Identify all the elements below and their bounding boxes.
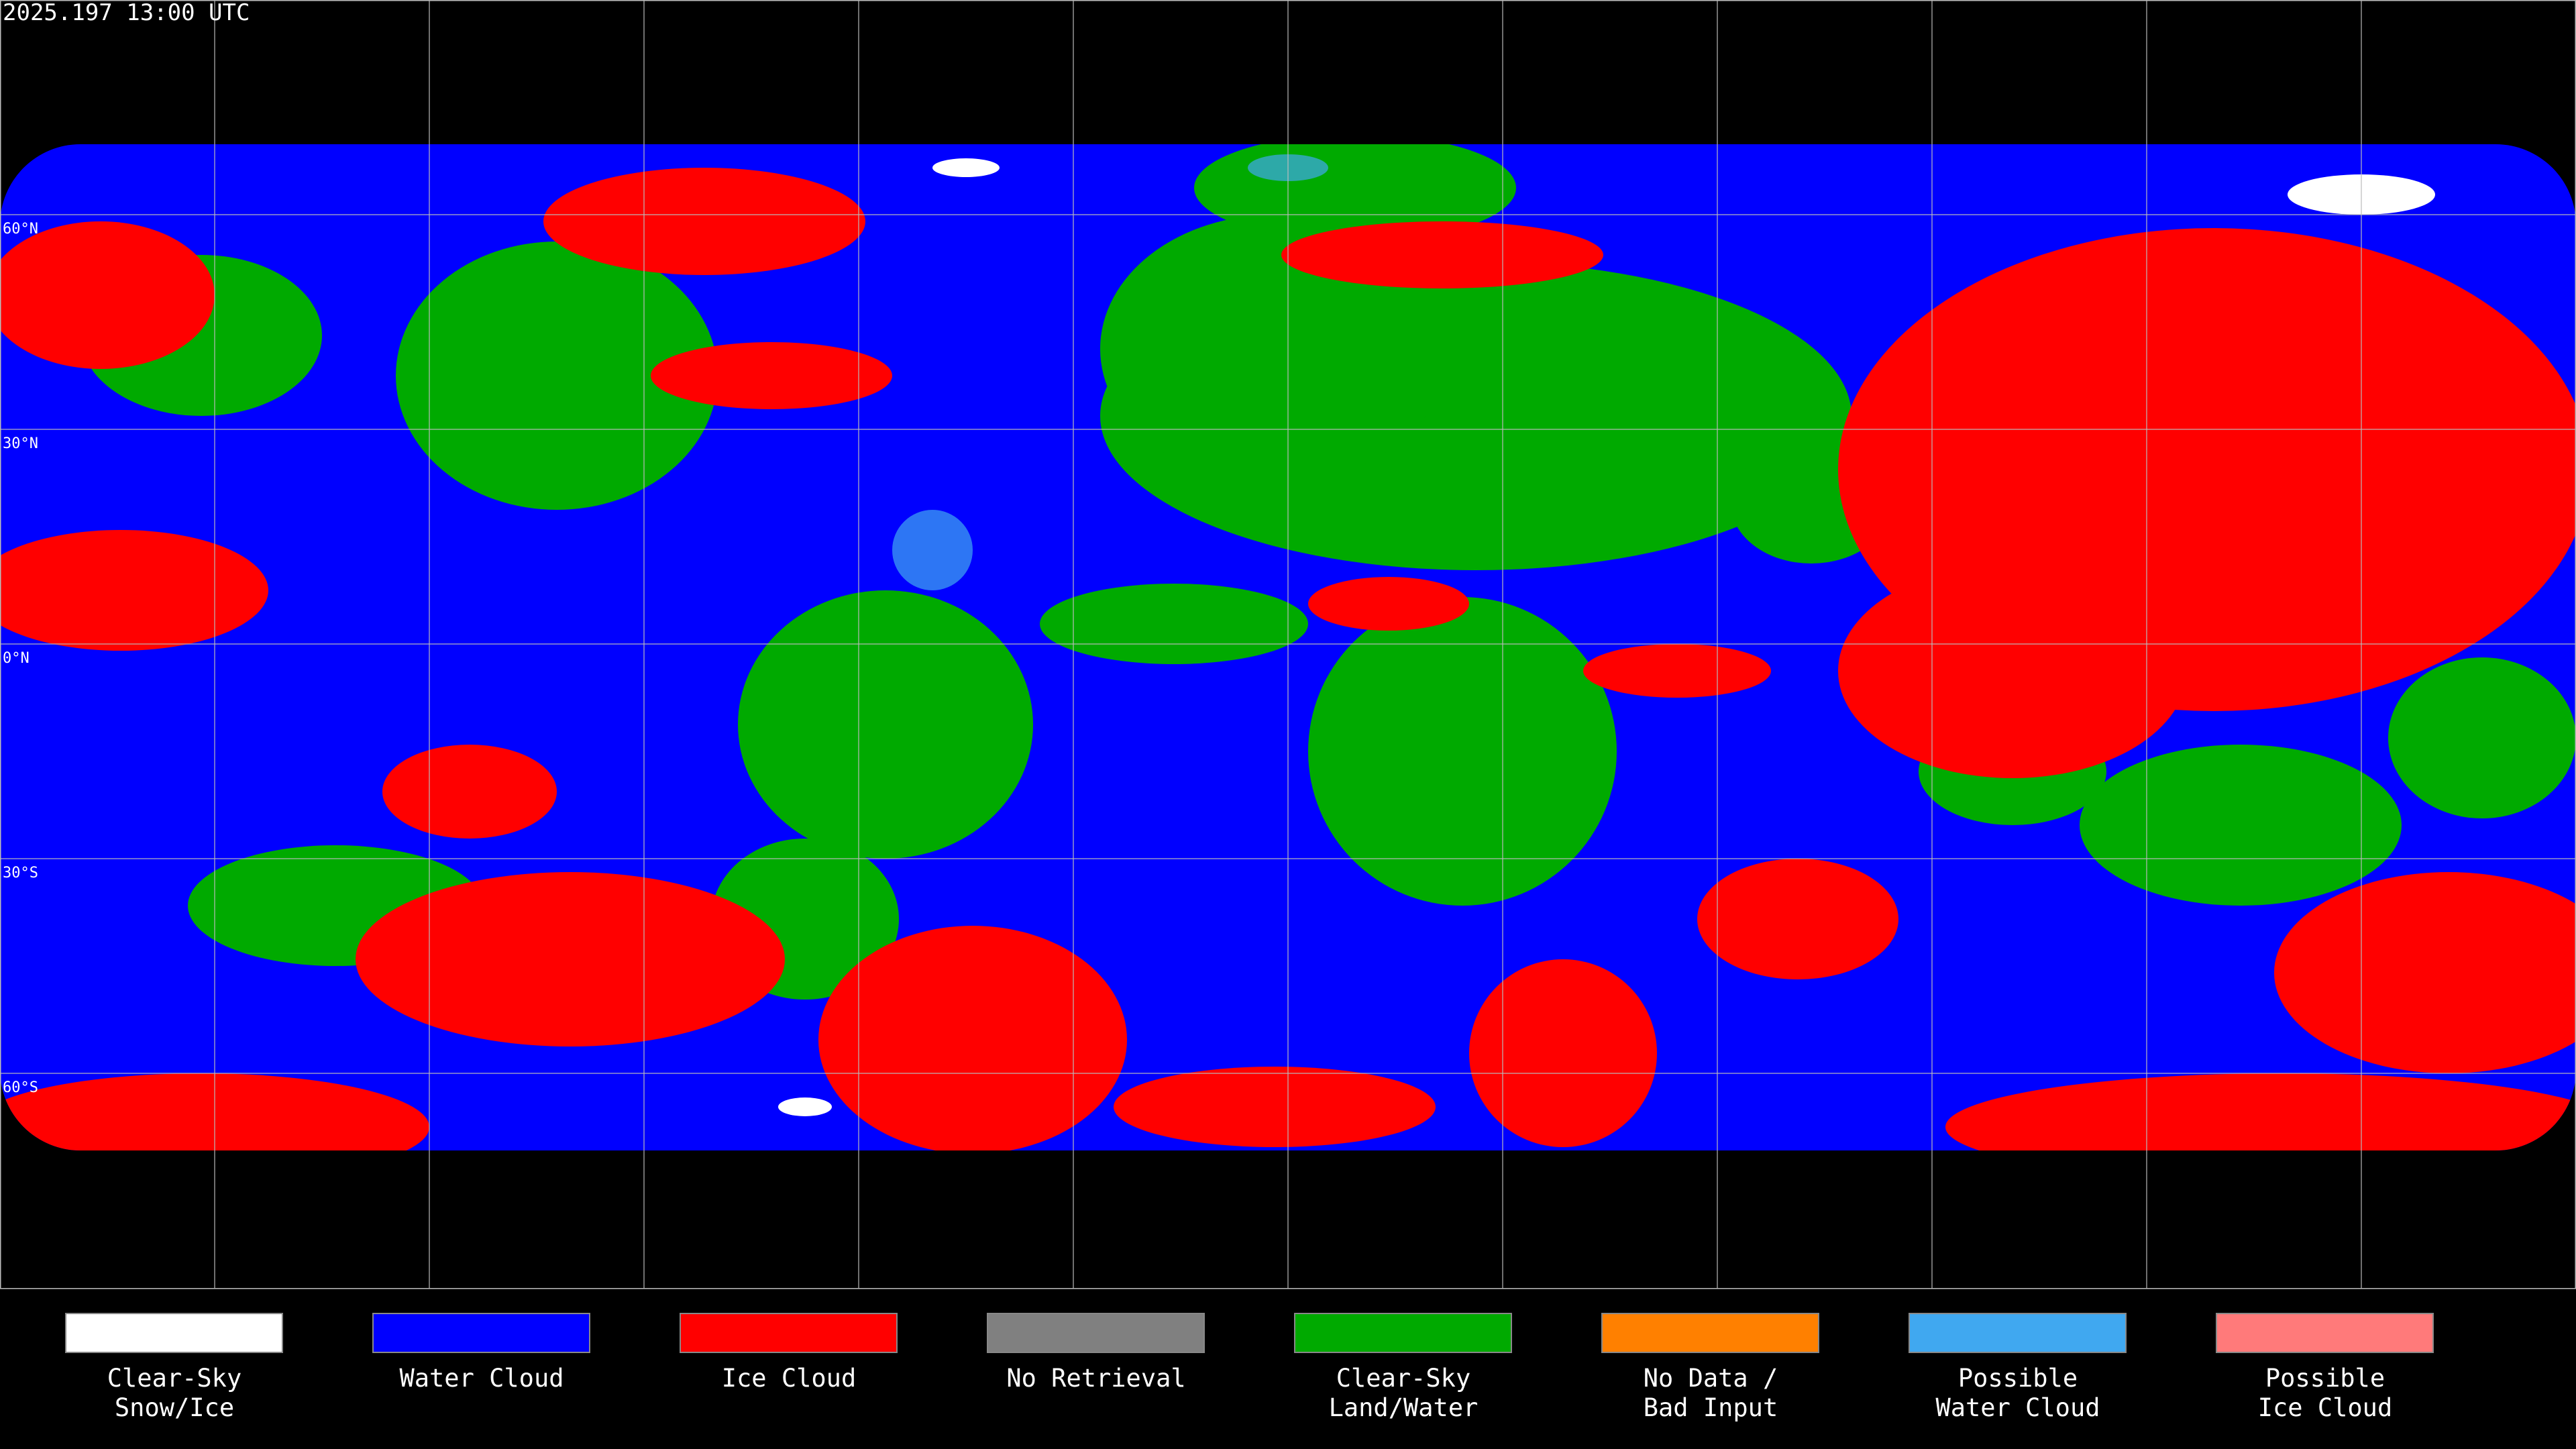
latitude-label: 30°S [3, 865, 38, 881]
latitude-label: 0°N [3, 650, 30, 667]
legend-label: Ice Cloud [2258, 1393, 2392, 1422]
legend-swatch [2216, 1313, 2434, 1353]
legend-label: Land/Water [1329, 1393, 1479, 1422]
legend-label: Snow/Ice [115, 1393, 234, 1422]
timestamp: 2025.197 13:00 UTC [3, 0, 250, 26]
latitude-label: 60°N [3, 221, 38, 237]
legend-label: Ice Cloud [722, 1364, 856, 1393]
legend-label: Bad Input [1644, 1393, 1778, 1422]
legend-label: Possible [1958, 1364, 2078, 1393]
legend-label: Possible [2265, 1364, 2385, 1393]
legend-swatch [987, 1313, 1205, 1353]
legend-swatch [65, 1313, 283, 1353]
legend-label: Water Cloud [1935, 1393, 2100, 1422]
legend-swatch [1294, 1313, 1512, 1353]
latitude-label: 60°S [3, 1079, 38, 1096]
legend-label: No Retrieval [1006, 1364, 1185, 1393]
graticule: 60°N 30°N 0°N 30°S 60°S [0, 0, 2576, 1289]
legend-swatch [1909, 1313, 2127, 1353]
legend-label: Clear-Sky [107, 1364, 241, 1393]
legend-swatch [1601, 1313, 1819, 1353]
map-frame [0, 0, 2576, 1289]
legend-label: Clear-Sky [1336, 1364, 1470, 1393]
legend-swatch [372, 1313, 590, 1353]
legend-swatch [680, 1313, 898, 1353]
legend-label: Water Cloud [399, 1364, 564, 1393]
latitude-label: 30°N [3, 435, 38, 452]
legend-label: No Data / [1644, 1364, 1778, 1393]
